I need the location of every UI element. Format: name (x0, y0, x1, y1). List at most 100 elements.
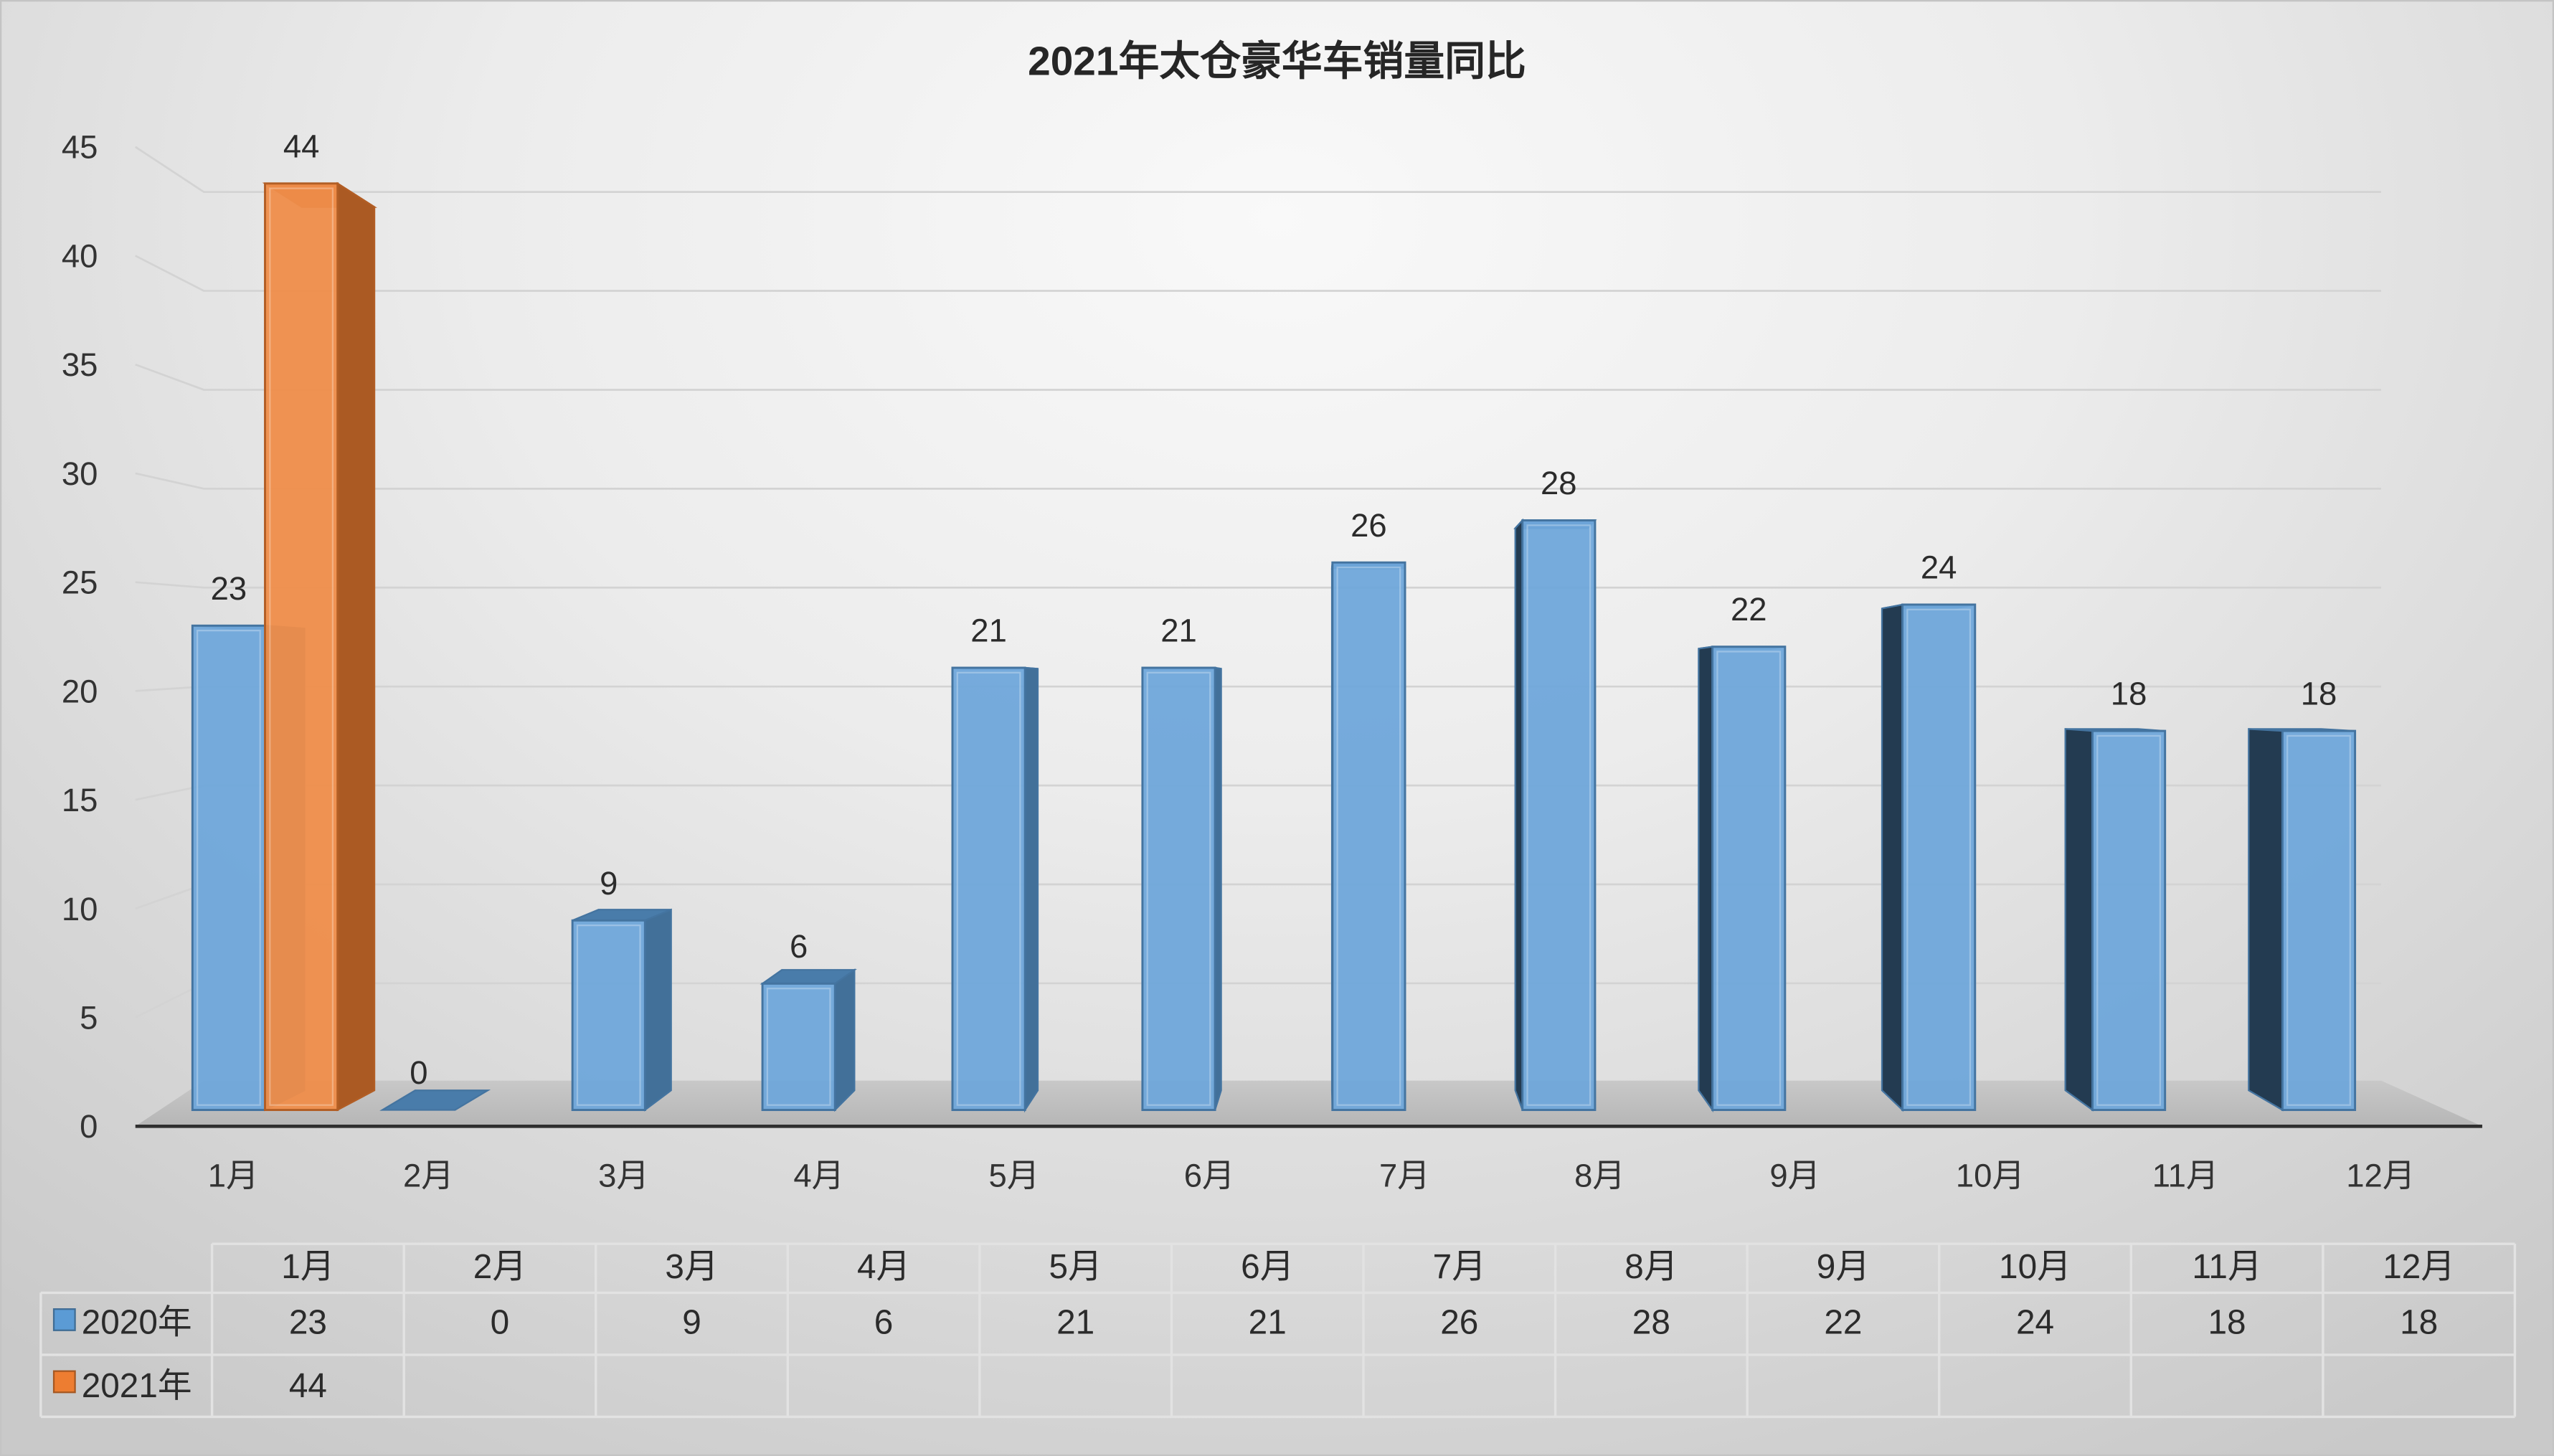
bar-front-face (1331, 561, 1406, 1112)
data-table: 1月 2月 3月 4月 5月 6月 7月 8月 9月 10月 11月 12月 2020年 23 0 9 6 21 2… (39, 1242, 2517, 1419)
bar-front-face (571, 919, 646, 1112)
bar-2020年-3月 (571, 908, 672, 1112)
x-category-label: 6月 (1184, 1157, 1235, 1193)
bar-highlight (956, 671, 1021, 1106)
data-labels: 23 44 0 9 6 21 21 26 28 22 24 18 18 (211, 128, 2337, 1091)
table-header-cell: 12月 (2383, 1248, 2455, 1286)
table-header-cell: 6月 (1241, 1248, 1294, 1286)
bar-highlight (2096, 734, 2161, 1106)
gridline (135, 255, 2381, 292)
table-header-cell: 8月 (1624, 1248, 1678, 1286)
data-label: 44 (283, 128, 320, 164)
bar-side-face (1024, 666, 1039, 1113)
data-label: 23 (211, 570, 247, 607)
y-tick-label: 25 (62, 564, 98, 601)
legend-label: 2021年 (82, 1367, 192, 1405)
table-header-cell: 1月 (281, 1248, 334, 1286)
bar-front-face (1901, 603, 1977, 1112)
data-label: 21 (970, 613, 1007, 649)
y-tick-label: 30 (62, 455, 98, 492)
data-label: 18 (2301, 676, 2337, 712)
gridline (135, 784, 2381, 801)
bar-highlight (766, 988, 831, 1106)
bar-highlight (269, 187, 334, 1106)
y-tick-label: 35 (62, 346, 98, 383)
bar-2020年-10月 (1881, 603, 1977, 1112)
bar-2021年-1月 (262, 181, 377, 1112)
bar-2020年-6月 (1141, 666, 1222, 1112)
bar-front-face (2091, 729, 2167, 1112)
gridline (135, 581, 2381, 589)
gridline (135, 472, 2381, 490)
table-value-cell: 9 (682, 1303, 701, 1341)
bar-front-face (191, 624, 266, 1112)
y-tick-label: 5 (80, 999, 98, 1036)
x-category-label: 3月 (598, 1157, 649, 1193)
table-header-cell: 7月 (1433, 1248, 1486, 1286)
gridline (135, 883, 2381, 910)
table-header-cell: 5月 (1049, 1248, 1102, 1286)
bar-front-face (2281, 729, 2357, 1112)
data-label: 21 (1160, 613, 1197, 649)
bar-side-face (2064, 728, 2094, 1112)
table-header-cell: 3月 (665, 1248, 718, 1286)
bar-2020年-8月 (1513, 518, 1597, 1112)
data-label: 24 (1921, 549, 1957, 586)
y-tick-label: 45 (62, 129, 98, 166)
bar-side-face (1698, 646, 1713, 1113)
legend-key (52, 1308, 76, 1331)
bar-highlight (197, 629, 261, 1106)
x-category-label: 4月 (793, 1157, 844, 1193)
table-header-cell: 9月 (1817, 1248, 1870, 1286)
bar-front-face (951, 666, 1026, 1112)
bar-side-face (644, 908, 672, 1112)
x-category-label: 1月 (208, 1157, 259, 1193)
data-label: 26 (1351, 507, 1387, 544)
table-value-cell: 18 (2400, 1303, 2438, 1341)
bar-2020年-9月 (1698, 646, 1787, 1113)
y-axis-tick-labels: 0 5 10 15 20 25 30 35 40 45 (62, 129, 98, 1145)
table-header-cell: 11月 (2192, 1248, 2261, 1286)
table-header-cell: 2月 (473, 1248, 526, 1286)
bar-front-face (1521, 519, 1597, 1112)
bar-2020年-11月 (2064, 728, 2167, 1112)
gridlines (134, 146, 2381, 1018)
gridline (135, 685, 2381, 692)
table-value-cell: 26 (1440, 1303, 1478, 1341)
y-tick-label: 20 (62, 673, 98, 709)
data-label: 9 (600, 865, 618, 902)
bar-front-face (264, 182, 339, 1112)
x-category-label: 2月 (403, 1157, 454, 1193)
bar-highlight (1526, 524, 1591, 1106)
gridline (135, 982, 2381, 1018)
x-category-label: 8月 (1574, 1157, 1625, 1193)
y-tick-label: 15 (62, 782, 98, 818)
table-header-cell: 4月 (857, 1248, 910, 1286)
bar-highlight (2286, 734, 2351, 1106)
table-header-cell: 10月 (1999, 1248, 2071, 1286)
bars (191, 181, 2357, 1113)
table-value-cell: 18 (2208, 1303, 2246, 1341)
data-label: 22 (1731, 591, 1767, 628)
bar-2020年-7月 (1330, 561, 1406, 1112)
bar-highlight (1716, 651, 1782, 1106)
bar-front-face (1141, 666, 1216, 1112)
data-label: 0 (410, 1054, 427, 1091)
bar-2020年-2月 (379, 1089, 491, 1111)
table-value-cell: 44 (289, 1367, 327, 1405)
table-value-cell: 24 (2016, 1303, 2054, 1341)
bar-front-face (761, 982, 836, 1112)
bar-top-face (379, 1089, 491, 1111)
x-category-label: 12月 (2346, 1157, 2415, 1193)
bar-side-face (336, 181, 376, 1112)
y-tick-label: 0 (80, 1108, 98, 1145)
table-value-cell: 23 (289, 1303, 327, 1341)
bar-highlight (1336, 566, 1401, 1106)
x-category-label: 11月 (2152, 1157, 2219, 1193)
table-value-cell: 6 (874, 1303, 894, 1341)
data-label: 18 (2111, 676, 2147, 712)
bar-side-face (2248, 728, 2284, 1112)
bar-front-face (1711, 646, 1787, 1112)
